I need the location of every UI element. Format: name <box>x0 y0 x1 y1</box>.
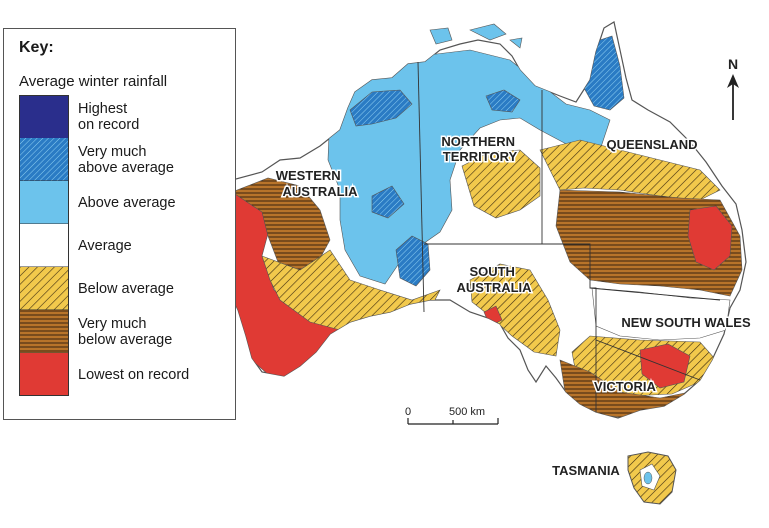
legend-swatch-very-much-below-average <box>19 310 69 353</box>
zone-lowest-on-record <box>639 343 691 389</box>
zone-very-much-above-average <box>395 235 431 287</box>
legend-label: Lowest on record <box>78 366 190 383</box>
label-new-south-wales: NEW SOUTH WALES <box>621 315 751 330</box>
northern-islands <box>429 23 523 49</box>
legend-item-highest-on-record: Highest on record <box>19 95 234 138</box>
legend-swatch-above-average <box>19 181 69 224</box>
legend-label: Below average <box>78 280 174 297</box>
legend-item-average: Average <box>19 224 234 267</box>
label-northern-territory: NORTHERN TERRITORY <box>441 134 518 164</box>
zone-very-much-above-average <box>349 89 413 127</box>
legend-title: Key: <box>19 39 54 56</box>
zone-below-average <box>539 139 721 201</box>
label-queensland: QUEENSLAND <box>606 137 697 152</box>
legend-label: Very much above average <box>78 143 174 176</box>
label-south-australia: SOUTH AUSTRALIA <box>456 264 532 295</box>
legend-panel: Key: Average winter rainfall Highest on … <box>3 28 236 420</box>
label-victoria: VICTORIA <box>594 379 656 394</box>
scale-end-label: 500 km <box>449 406 485 418</box>
legend-swatch-very-much-above-average <box>19 138 69 181</box>
legend-item-above-average: Above average <box>19 181 234 224</box>
legend-item-very-much-below-average: Very much below average <box>19 310 234 353</box>
north-arrow-label: N <box>728 56 738 72</box>
zone-below-average <box>461 149 541 219</box>
north-arrow-icon <box>727 74 739 88</box>
legend-label: Above average <box>78 194 176 211</box>
legend-swatch-lowest-on-record <box>19 353 69 396</box>
label-western-australia: WESTERN AUSTRALIA <box>276 168 358 199</box>
legend-swatch-average <box>19 224 69 267</box>
tasmania-island <box>627 451 677 505</box>
scale-bar: 0 500 km <box>405 406 499 425</box>
legend-subtitle: Average winter rainfall <box>19 73 168 90</box>
zone-lowest-on-record <box>687 205 733 271</box>
legend-label: Average <box>78 237 132 254</box>
legend-swatch-below-average <box>19 267 69 310</box>
north-arrow: N <box>727 56 739 120</box>
scale-start-label: 0 <box>405 406 411 418</box>
legend-item-lowest-on-record: Lowest on record <box>19 353 234 396</box>
label-tasmania: TASMANIA <box>552 463 620 478</box>
zone-very-much-above-average <box>485 89 521 113</box>
legend-item-below-average: Below average <box>19 267 234 310</box>
zone-very-much-above-average <box>371 185 405 219</box>
legend-label: Highest on record <box>78 100 140 133</box>
legend-label: Very much below average <box>78 315 173 348</box>
legend-item-very-much-above-average: Very much above average <box>19 138 234 181</box>
zone-below-average <box>469 263 561 357</box>
legend-swatch-highest-on-record <box>19 95 69 138</box>
state-borders <box>417 61 721 412</box>
